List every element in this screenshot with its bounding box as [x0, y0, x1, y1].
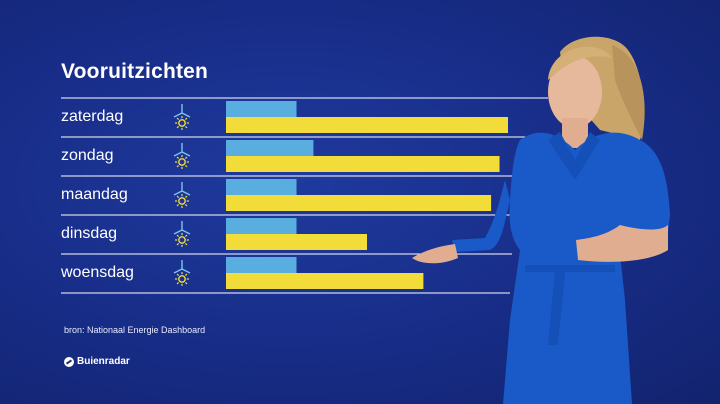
buienradar-logo-icon: [64, 356, 74, 367]
wind-turbine-sun-icon: [173, 221, 191, 247]
category-label: zondag: [61, 147, 114, 164]
buienradar-logo: Buienradar: [64, 356, 130, 367]
source-note: bron: Nationaal Energie Dashboard: [64, 325, 206, 335]
bar-solar: [226, 234, 367, 250]
bar-wind: [226, 140, 314, 156]
bar-wind: [226, 218, 297, 234]
wind-turbine-sun-icon: [173, 182, 191, 208]
bar-solar: [226, 273, 424, 289]
bar-wind: [226, 101, 297, 117]
category-label: maandag: [61, 186, 128, 203]
bar-solar: [226, 117, 508, 133]
wind-turbine-sun-icon: [173, 143, 191, 169]
bar-solar: [226, 195, 492, 211]
category-label: dinsdag: [61, 225, 117, 242]
bar-solar: [226, 156, 500, 172]
category-label: zaterdag: [61, 108, 123, 125]
logo-text: Buienradar: [77, 356, 130, 367]
wind-turbine-sun-icon: [173, 260, 191, 286]
bar-wind: [226, 257, 297, 273]
wind-turbine-sun-icon: [173, 104, 191, 130]
category-label: woensdag: [60, 264, 134, 281]
bar-wind: [226, 179, 297, 195]
chart-title: Vooruitzichten: [61, 60, 209, 83]
